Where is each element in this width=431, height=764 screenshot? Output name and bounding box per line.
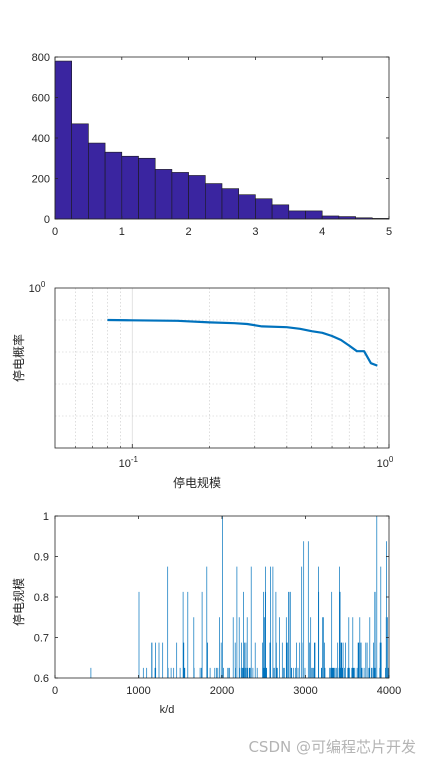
x-tick-label: 1000 <box>126 685 150 697</box>
x-tick-label: 4 <box>319 226 325 238</box>
y-tick-label: 800 <box>32 52 50 64</box>
x-tick-label: 3000 <box>293 685 317 697</box>
x-axis-label: k/d <box>160 704 175 716</box>
x-tick-label: 2000 <box>210 685 234 697</box>
histogram-bar <box>171 172 189 220</box>
x-tick-label: 5 <box>386 226 392 238</box>
histogram-chart: 0 1 2 3 4 5 0 200 400 600 800 <box>32 52 392 238</box>
histogram-bar <box>271 204 290 220</box>
x-tick-label: 1 <box>119 226 125 238</box>
y-axis-label: 停电规模 <box>11 578 26 626</box>
histogram-bar <box>104 151 123 220</box>
histogram-bar <box>121 155 139 220</box>
y-tick-label: 0.9 <box>34 552 49 564</box>
histogram-bar <box>205 183 223 220</box>
plot-area <box>55 516 389 678</box>
histogram-bar <box>54 60 73 220</box>
histogram-bar <box>154 169 173 220</box>
histogram-bar <box>88 142 106 220</box>
histogram-bar <box>321 215 340 220</box>
x-tick-label: 3 <box>252 226 258 238</box>
y-tick-label: 100 <box>29 280 46 295</box>
x-tick-label: 4000 <box>377 685 401 697</box>
y-tick-label: 0.6 <box>34 673 49 685</box>
y-axis-label: 停电概率 <box>11 334 26 382</box>
log-probability-chart: 10-1 100 100 停电规模 停电概率 <box>11 280 394 490</box>
watermark: CSDN @可编程芯片开发 <box>248 738 416 756</box>
histogram-bar <box>305 210 323 220</box>
x-tick-label: 2 <box>186 226 192 238</box>
histogram-bar <box>188 175 206 220</box>
stem-chart: 0 1000 2000 3000 4000 0.6 0.7 0.8 0.9 1 k/d 停电规模 <box>11 511 401 716</box>
x-tick-label: 100 <box>377 455 394 470</box>
plot-area <box>55 288 389 448</box>
y-tick-label: 0.8 <box>34 592 49 604</box>
x-tick-label: 0 <box>52 685 58 697</box>
probability-line <box>107 318 378 367</box>
y-tick-label: 200 <box>32 174 50 186</box>
axes-box <box>54 287 390 449</box>
y-tick-label: 1 <box>43 511 49 523</box>
histogram-bar <box>288 210 306 220</box>
x-tick-label: 0 <box>52 226 58 238</box>
histogram-bar <box>138 157 156 220</box>
stem-lines <box>90 516 389 678</box>
x-tick-label: 10-1 <box>119 455 139 470</box>
y-tick-label: 600 <box>32 93 50 105</box>
x-axis-label: 停电规模 <box>173 475 221 490</box>
histogram-bar <box>71 123 89 220</box>
y-tick-label: 0 <box>44 214 50 226</box>
y-tick-label: 0.7 <box>34 633 49 645</box>
histogram-bar <box>255 198 273 220</box>
histogram-bar <box>221 188 240 220</box>
y-tick-label: 400 <box>32 133 50 145</box>
histogram-bar <box>238 194 256 220</box>
